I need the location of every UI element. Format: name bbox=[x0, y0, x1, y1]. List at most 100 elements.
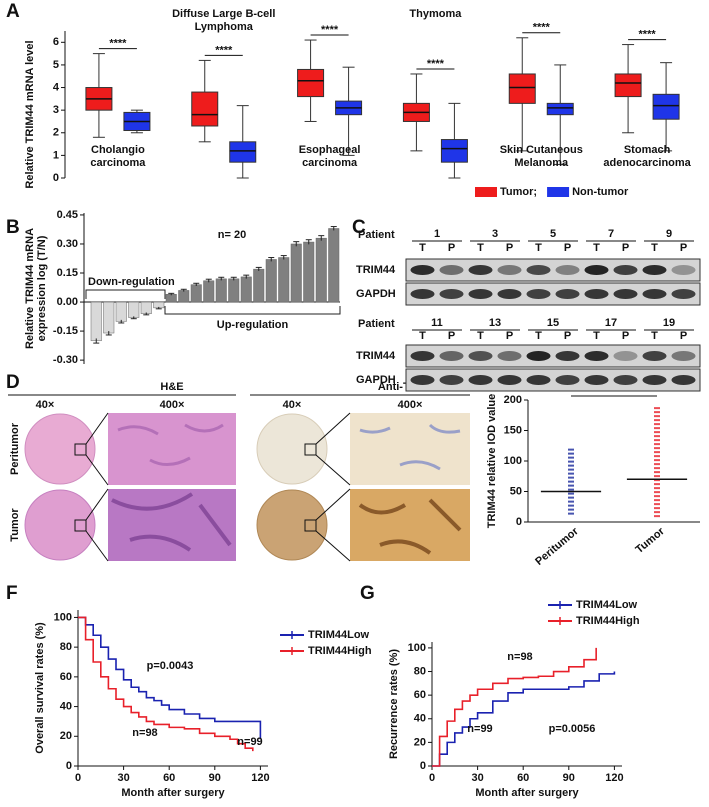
lane-label: T bbox=[651, 330, 658, 342]
blot-band bbox=[613, 265, 638, 275]
blot-band bbox=[613, 375, 638, 385]
y-tick-label: 60 bbox=[414, 689, 426, 701]
lane-label: P bbox=[622, 330, 629, 342]
magnification-label: 40× bbox=[36, 399, 55, 411]
bar bbox=[303, 241, 315, 303]
blot-band bbox=[671, 375, 696, 385]
protein-label: TRIM44 bbox=[356, 264, 396, 276]
blot-band bbox=[671, 351, 696, 361]
tissue-core bbox=[256, 413, 328, 485]
patient-number: 11 bbox=[431, 317, 443, 329]
bar bbox=[178, 290, 190, 303]
blot-band bbox=[468, 375, 493, 385]
magnification-label: 400× bbox=[398, 399, 423, 411]
y-tick-label: 200 bbox=[504, 394, 522, 406]
blot-band bbox=[613, 289, 638, 299]
lane-label: P bbox=[564, 330, 571, 342]
lane-label: T bbox=[477, 330, 484, 342]
patient-number: 9 bbox=[666, 228, 672, 240]
y-tick-label: 100 bbox=[408, 642, 426, 654]
histology-panel: H&E Anti-TRIM44 40× 400× 40× 400× Peritu… bbox=[8, 381, 470, 562]
y-tick-label: 20 bbox=[60, 730, 72, 742]
blot-band bbox=[468, 265, 493, 275]
blot-band bbox=[613, 351, 638, 361]
box bbox=[440, 139, 468, 163]
annotation: p=0.0056 bbox=[549, 723, 596, 735]
category-label: Lymphoma bbox=[195, 21, 254, 33]
legend-label: Tumor; bbox=[500, 186, 537, 198]
texture bbox=[111, 492, 232, 552]
blot-strip bbox=[405, 258, 701, 282]
y-tick-label: 0.45 bbox=[57, 209, 78, 221]
category-label: Melanoma bbox=[514, 157, 569, 169]
zoom-line bbox=[85, 488, 109, 562]
significance-label: **** bbox=[215, 44, 233, 56]
texture bbox=[117, 423, 224, 466]
patient-number: 3 bbox=[492, 228, 498, 240]
blot-band bbox=[555, 265, 580, 275]
y-tick-label: 100 bbox=[504, 455, 522, 467]
zoom-box bbox=[74, 443, 87, 456]
lane-label: T bbox=[593, 330, 600, 342]
blot-band bbox=[410, 265, 435, 275]
x-axis-label: Month after surgery bbox=[121, 787, 225, 799]
zoom-image bbox=[350, 413, 470, 485]
y-tick-label: 100 bbox=[54, 611, 72, 623]
y-axis-label: Relative TRIM44 mRNA bbox=[24, 228, 36, 349]
category-label: Diffuse Large B-cell bbox=[172, 8, 275, 20]
box bbox=[229, 141, 257, 163]
blot-band bbox=[439, 375, 464, 385]
category-label: Esophageal bbox=[299, 144, 361, 156]
category-label: Skin Cutaneous bbox=[500, 144, 583, 156]
blot-band bbox=[526, 375, 551, 385]
lane-label: P bbox=[622, 242, 629, 254]
y-tick-label: 0.15 bbox=[57, 267, 78, 279]
annotation: n=99 bbox=[237, 736, 262, 748]
x-tick-label: 120 bbox=[251, 772, 269, 784]
blot-strip bbox=[405, 368, 701, 392]
legend-label: TRIM44Low bbox=[576, 599, 638, 611]
group-bracket bbox=[85, 289, 166, 300]
patient-number: 1 bbox=[434, 228, 440, 240]
survival-curve bbox=[78, 616, 262, 740]
y-axis-label: Recurrence rates (%) bbox=[388, 649, 400, 759]
bar bbox=[228, 278, 240, 303]
y-axis-label: TRIM44 relative IOD value bbox=[486, 394, 498, 529]
blot-band bbox=[497, 351, 522, 361]
lane-label: P bbox=[680, 330, 687, 342]
y-tick-label: 150 bbox=[504, 424, 522, 436]
box bbox=[191, 91, 219, 127]
bar bbox=[203, 280, 215, 303]
significance-label: **** bbox=[109, 38, 127, 50]
patient-number: 19 bbox=[663, 317, 675, 329]
group-label: Up-regulation bbox=[217, 319, 289, 331]
box bbox=[297, 68, 325, 98]
x-tick-label: 0 bbox=[429, 772, 435, 784]
lane-label: P bbox=[506, 330, 513, 342]
blot-band bbox=[555, 375, 580, 385]
zoom-box bbox=[304, 519, 317, 532]
x-tick-label: 60 bbox=[517, 772, 529, 784]
legend-label: TRIM44High bbox=[308, 645, 372, 657]
lane-label: T bbox=[535, 330, 542, 342]
bar bbox=[328, 228, 340, 303]
significance-label: **** bbox=[533, 22, 551, 34]
zoom-line bbox=[315, 488, 351, 562]
zoom-box bbox=[74, 519, 87, 532]
y-tick-label: 0 bbox=[66, 760, 72, 772]
blot-band bbox=[410, 289, 435, 299]
blot-band bbox=[584, 289, 609, 299]
lane-label: P bbox=[448, 242, 455, 254]
blot-band bbox=[642, 265, 667, 275]
patient-number: 15 bbox=[547, 317, 559, 329]
tissue-core bbox=[256, 489, 328, 561]
panel-label: G bbox=[360, 583, 375, 604]
patient-label: Patient bbox=[358, 318, 395, 330]
x-tick-label: 30 bbox=[117, 772, 129, 784]
bar bbox=[265, 259, 277, 303]
magnification-label: 40× bbox=[283, 399, 302, 411]
annotation: n=99 bbox=[467, 723, 492, 735]
protein-label: GAPDH bbox=[356, 374, 396, 386]
